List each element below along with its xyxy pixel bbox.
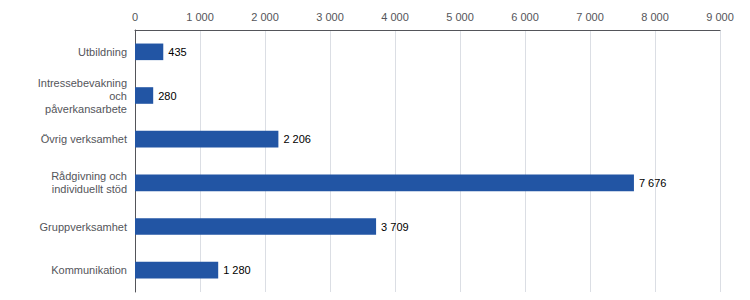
- svg-text:1 280: 1 280: [223, 264, 251, 276]
- svg-text:4 000: 4 000: [381, 11, 409, 23]
- svg-text:2 206: 2 206: [283, 133, 311, 145]
- svg-text:280: 280: [158, 90, 176, 102]
- svg-text:6 000: 6 000: [511, 11, 539, 23]
- svg-text:1 000: 1 000: [186, 11, 214, 23]
- svg-text:2 000: 2 000: [251, 11, 279, 23]
- svg-text:Rådgivning och: Rådgivning och: [51, 170, 127, 182]
- svg-text:Utbildning: Utbildning: [78, 46, 127, 58]
- svg-text:8 000: 8 000: [641, 11, 669, 23]
- svg-text:9 000: 9 000: [706, 11, 734, 23]
- svg-text:Övrig verksamhet: Övrig verksamhet: [41, 133, 127, 145]
- svg-text:individuellt stöd: individuellt stöd: [52, 183, 127, 195]
- svg-text:3 709: 3 709: [381, 221, 409, 233]
- svg-text:435: 435: [168, 46, 186, 58]
- svg-text:Kommunikation: Kommunikation: [51, 264, 127, 276]
- svg-text:Gruppverksamhet: Gruppverksamhet: [40, 221, 127, 233]
- svg-text:och: och: [109, 90, 127, 102]
- svg-text:3 000: 3 000: [316, 11, 344, 23]
- svg-text:påverkansarbete: påverkansarbete: [45, 103, 127, 115]
- svg-text:7 000: 7 000: [576, 11, 604, 23]
- svg-text:7 676: 7 676: [639, 177, 667, 189]
- svg-text:Intressebevakning: Intressebevakning: [38, 77, 127, 89]
- svg-text:0: 0: [132, 11, 138, 23]
- svg-text:5 000: 5 000: [446, 11, 474, 23]
